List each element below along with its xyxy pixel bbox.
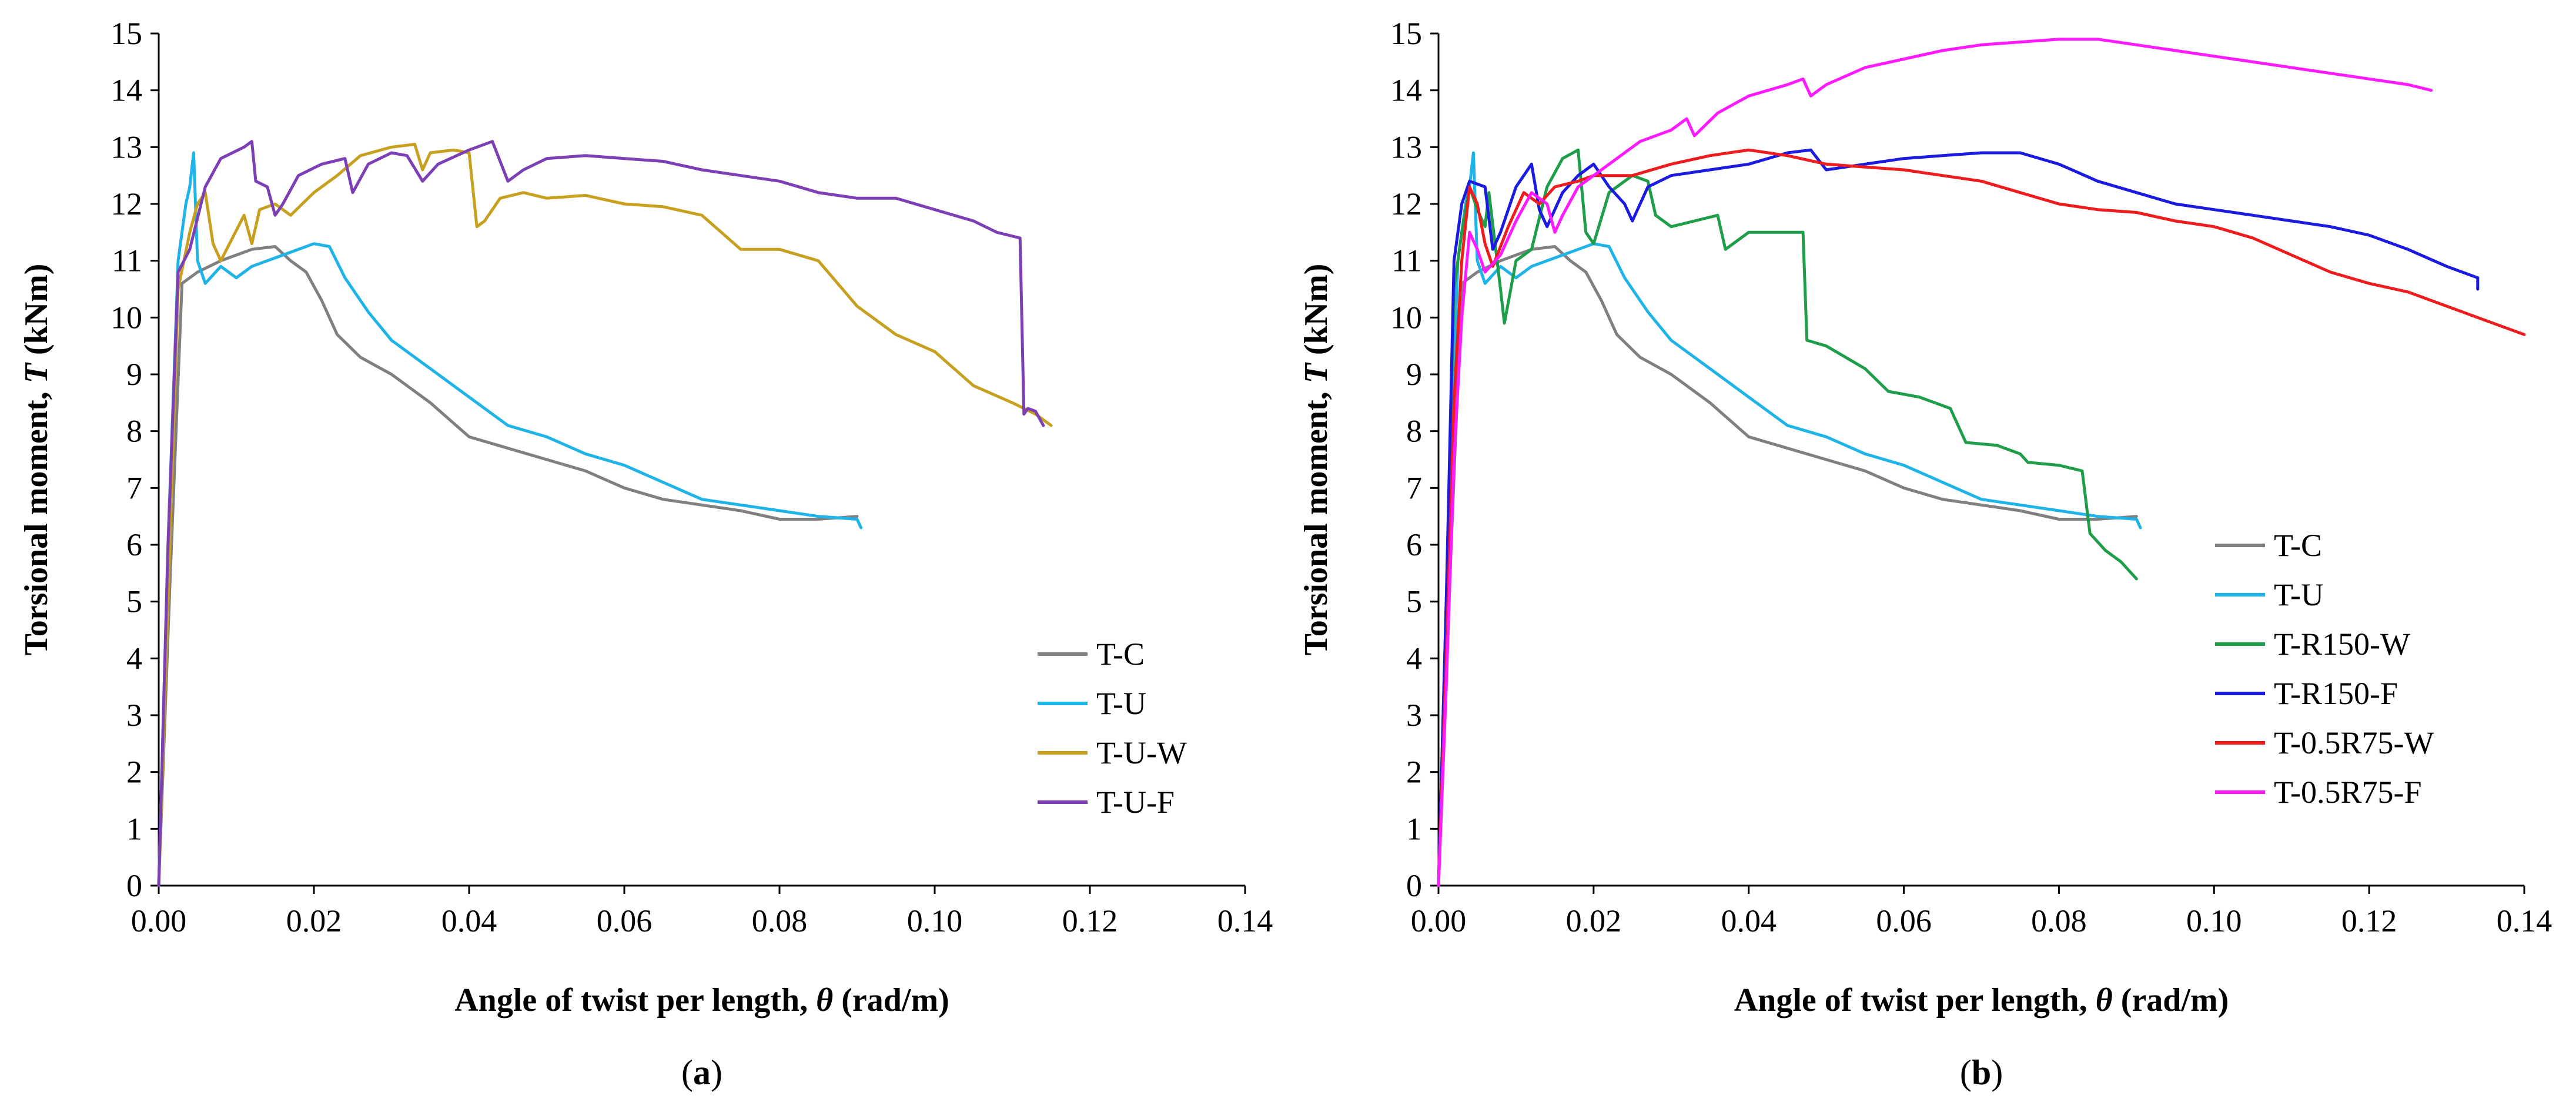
x-tick-label: 0.06 bbox=[597, 903, 653, 939]
y-tick-label: 0 bbox=[1406, 868, 1422, 903]
x-axis-title-prefix: Angle of twist per length, bbox=[454, 982, 816, 1018]
x-tick-label: 0.04 bbox=[1721, 903, 1777, 939]
series-line-t-0-5r75-w bbox=[1437, 148, 2526, 887]
series-line-t-r150-w bbox=[1437, 148, 2138, 887]
panel-caption-close: ) bbox=[1991, 1053, 2003, 1092]
series-line-t-r150-f bbox=[1437, 148, 2480, 887]
legend-label: T-0.5R75-F bbox=[2274, 775, 2422, 810]
x-tick-label: 0.10 bbox=[907, 903, 963, 939]
y-tick-label: 12 bbox=[111, 186, 142, 222]
y-axis-title-prefix: Torsional moment, bbox=[1298, 383, 1334, 655]
y-axis-title-symbol: T bbox=[18, 361, 55, 383]
x-tick-label: 0.06 bbox=[1876, 903, 1932, 939]
x-tick-label: 0.14 bbox=[1217, 903, 1273, 939]
panel-caption: (a) bbox=[681, 1053, 722, 1092]
x-tick-label: 0.02 bbox=[1566, 903, 1622, 939]
x-axis-title: Angle of twist per length, θ (rad/m) bbox=[454, 982, 949, 1018]
y-tick-label: 8 bbox=[126, 414, 142, 449]
legend-label: T-R150-W bbox=[2274, 626, 2410, 662]
x-tick-label: 0.04 bbox=[441, 903, 497, 939]
y-tick-label: 14 bbox=[111, 73, 142, 108]
x-tick-label: 0.00 bbox=[1411, 903, 1467, 939]
x-axis-title-symbol: θ bbox=[816, 982, 833, 1018]
legend-label: T-C bbox=[2274, 528, 2322, 563]
legend-label: T-U bbox=[2274, 577, 2324, 612]
legend-label: T-R150-F bbox=[2274, 676, 2398, 711]
panel-caption-close: ) bbox=[711, 1053, 722, 1092]
y-tick-label: 15 bbox=[1390, 16, 1422, 51]
legend-label: T-U bbox=[1096, 686, 1146, 721]
series-line-t-c bbox=[1437, 245, 2138, 887]
y-tick-label: 0 bbox=[126, 868, 142, 903]
series-line-t-u-f bbox=[157, 140, 1045, 887]
series-line-t-u bbox=[157, 151, 863, 887]
y-tick-label: 10 bbox=[111, 300, 142, 335]
y-tick-label: 4 bbox=[1406, 641, 1422, 676]
series-line-t-u-w bbox=[157, 143, 1053, 887]
y-tick-label: 6 bbox=[1406, 527, 1422, 562]
series-line-t-0-5r75-f bbox=[1437, 38, 2433, 887]
y-tick-label: 13 bbox=[111, 129, 142, 165]
legend-label: T-U-F bbox=[1096, 785, 1175, 820]
x-axis-title-prefix: Angle of twist per length, bbox=[1734, 982, 2096, 1018]
y-tick-label: 7 bbox=[126, 470, 142, 505]
panel-caption-open: ( bbox=[1960, 1053, 1972, 1092]
x-axis-title-suffix: (rad/m) bbox=[2113, 982, 2229, 1018]
y-tick-label: 7 bbox=[1406, 470, 1422, 505]
y-tick-label: 1 bbox=[126, 811, 142, 846]
y-axis-title: Torsional moment, T (kNm) bbox=[1298, 264, 1334, 656]
y-tick-label: 10 bbox=[1390, 300, 1422, 335]
legend-label: T-U-W bbox=[1096, 735, 1187, 770]
x-tick-label: 0.10 bbox=[2186, 903, 2242, 939]
legend-label: T-C bbox=[1096, 636, 1145, 672]
y-tick-label: 15 bbox=[111, 16, 142, 51]
panel-caption-letter: a bbox=[693, 1053, 711, 1092]
y-axis-title-suffix: (kNm) bbox=[1298, 264, 1334, 364]
x-axis-title-suffix: (rad/m) bbox=[833, 982, 949, 1018]
y-tick-label: 3 bbox=[1406, 698, 1422, 733]
y-tick-label: 9 bbox=[126, 357, 142, 392]
y-tick-label: 11 bbox=[1391, 243, 1422, 279]
x-tick-label: 0.08 bbox=[752, 903, 808, 939]
y-tick-label: 12 bbox=[1390, 186, 1422, 222]
y-tick-label: 6 bbox=[126, 527, 142, 562]
y-tick-label: 4 bbox=[126, 641, 142, 676]
y-axis-title-symbol: T bbox=[1298, 361, 1334, 383]
y-axis-title-prefix: Torsional moment, bbox=[18, 383, 55, 655]
y-tick-label: 9 bbox=[1406, 357, 1422, 392]
y-tick-label: 8 bbox=[1406, 414, 1422, 449]
y-tick-label: 2 bbox=[1406, 755, 1422, 790]
x-tick-label: 0.12 bbox=[1062, 903, 1118, 939]
y-tick-label: 3 bbox=[126, 698, 142, 733]
y-tick-label: 13 bbox=[1390, 129, 1422, 165]
y-tick-label: 5 bbox=[126, 584, 142, 619]
panel-caption-letter: b bbox=[1972, 1053, 1991, 1092]
y-tick-label: 2 bbox=[126, 755, 142, 790]
y-tick-label: 11 bbox=[112, 243, 142, 279]
x-tick-label: 0.00 bbox=[131, 903, 187, 939]
y-axis-title: Torsional moment, T (kNm) bbox=[18, 264, 55, 656]
x-axis-title: Angle of twist per length, θ (rad/m) bbox=[1734, 982, 2229, 1018]
y-axis-title-suffix: (kNm) bbox=[18, 264, 55, 364]
legend-label: T-0.5R75-W bbox=[2274, 725, 2434, 760]
y-tick-label: 14 bbox=[1390, 73, 1422, 108]
series-line-t-u bbox=[1437, 151, 2142, 887]
x-tick-label: 0.08 bbox=[2031, 903, 2087, 939]
x-tick-label: 0.14 bbox=[2497, 903, 2552, 939]
panel-caption: (b) bbox=[1960, 1053, 2003, 1092]
y-tick-label: 1 bbox=[1406, 811, 1422, 846]
x-tick-label: 0.12 bbox=[2341, 903, 2397, 939]
y-tick-label: 5 bbox=[1406, 584, 1422, 619]
x-tick-label: 0.02 bbox=[286, 903, 342, 939]
panel-caption-open: ( bbox=[681, 1053, 693, 1092]
x-axis-title-symbol: θ bbox=[2096, 982, 2113, 1018]
